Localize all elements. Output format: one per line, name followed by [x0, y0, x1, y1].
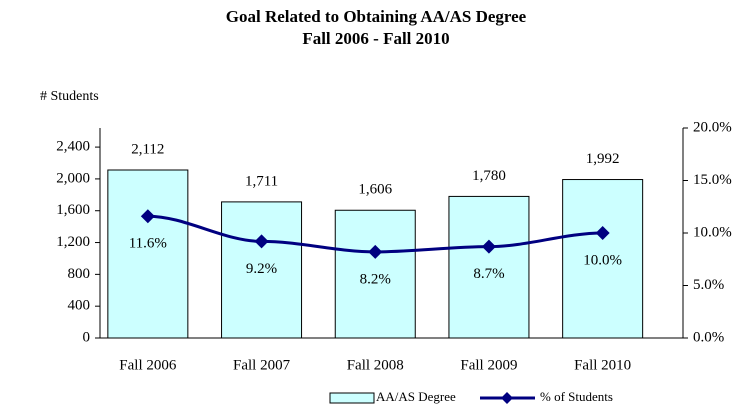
y-tick-label: 0: [83, 329, 91, 345]
line-value-label: 10.0%: [583, 252, 622, 268]
x-tick-label: Fall 2009: [460, 357, 517, 373]
y-tick-label: 800: [68, 266, 91, 282]
x-tick-label: Fall 2007: [233, 357, 291, 373]
y2-tick-label: 15.0%: [693, 172, 732, 188]
line-value-label: 8.7%: [473, 266, 504, 282]
x-tick-label: Fall 2006: [119, 357, 177, 373]
legend-swatch: [329, 392, 375, 404]
legend-label: % of Students: [540, 389, 613, 404]
line-value-label: 8.2%: [360, 271, 391, 287]
bar-value-label: 2,112: [131, 141, 164, 157]
y2-tick-label: 5.0%: [693, 277, 724, 293]
bar: [221, 201, 303, 339]
y-tick-label: 2,400: [56, 139, 90, 155]
bar: [448, 195, 530, 339]
line-value-label: 11.6%: [129, 236, 167, 252]
bar-value-label: 1,606: [358, 182, 392, 198]
x-tick-label: Fall 2008: [347, 357, 404, 373]
line-marker: [140, 209, 155, 224]
bar-value-label: 1,992: [586, 151, 620, 167]
line-value-label: 9.2%: [246, 261, 277, 277]
y-tick-label: 2,000: [56, 170, 90, 186]
line-marker: [481, 239, 496, 254]
y-axis-label: # Students: [40, 89, 99, 104]
y-tick-label: 400: [68, 298, 91, 314]
line-marker: [254, 234, 269, 249]
legend-label: AA/AS Degree: [376, 389, 456, 404]
chart-title: Goal Related to Obtaining AA/AS Degree: [226, 7, 527, 26]
bar-value-label: 1,711: [245, 173, 278, 189]
legend-marker: [501, 392, 513, 404]
y2-tick-label: 20.0%: [693, 119, 732, 135]
bar: [334, 209, 416, 339]
y-tick-label: 1,600: [56, 202, 90, 218]
chart-subtitle: Fall 2006 - Fall 2010: [302, 29, 449, 48]
bar: [562, 179, 644, 339]
x-tick-label: Fall 2010: [574, 357, 631, 373]
y2-tick-label: 10.0%: [693, 224, 732, 240]
line-marker: [595, 226, 610, 240]
bar-value-label: 1,780: [472, 168, 506, 184]
y-tick-label: 1,200: [56, 234, 90, 250]
line-marker: [368, 244, 383, 259]
bar: [107, 169, 189, 339]
y2-tick-label: 0.0%: [693, 329, 724, 345]
